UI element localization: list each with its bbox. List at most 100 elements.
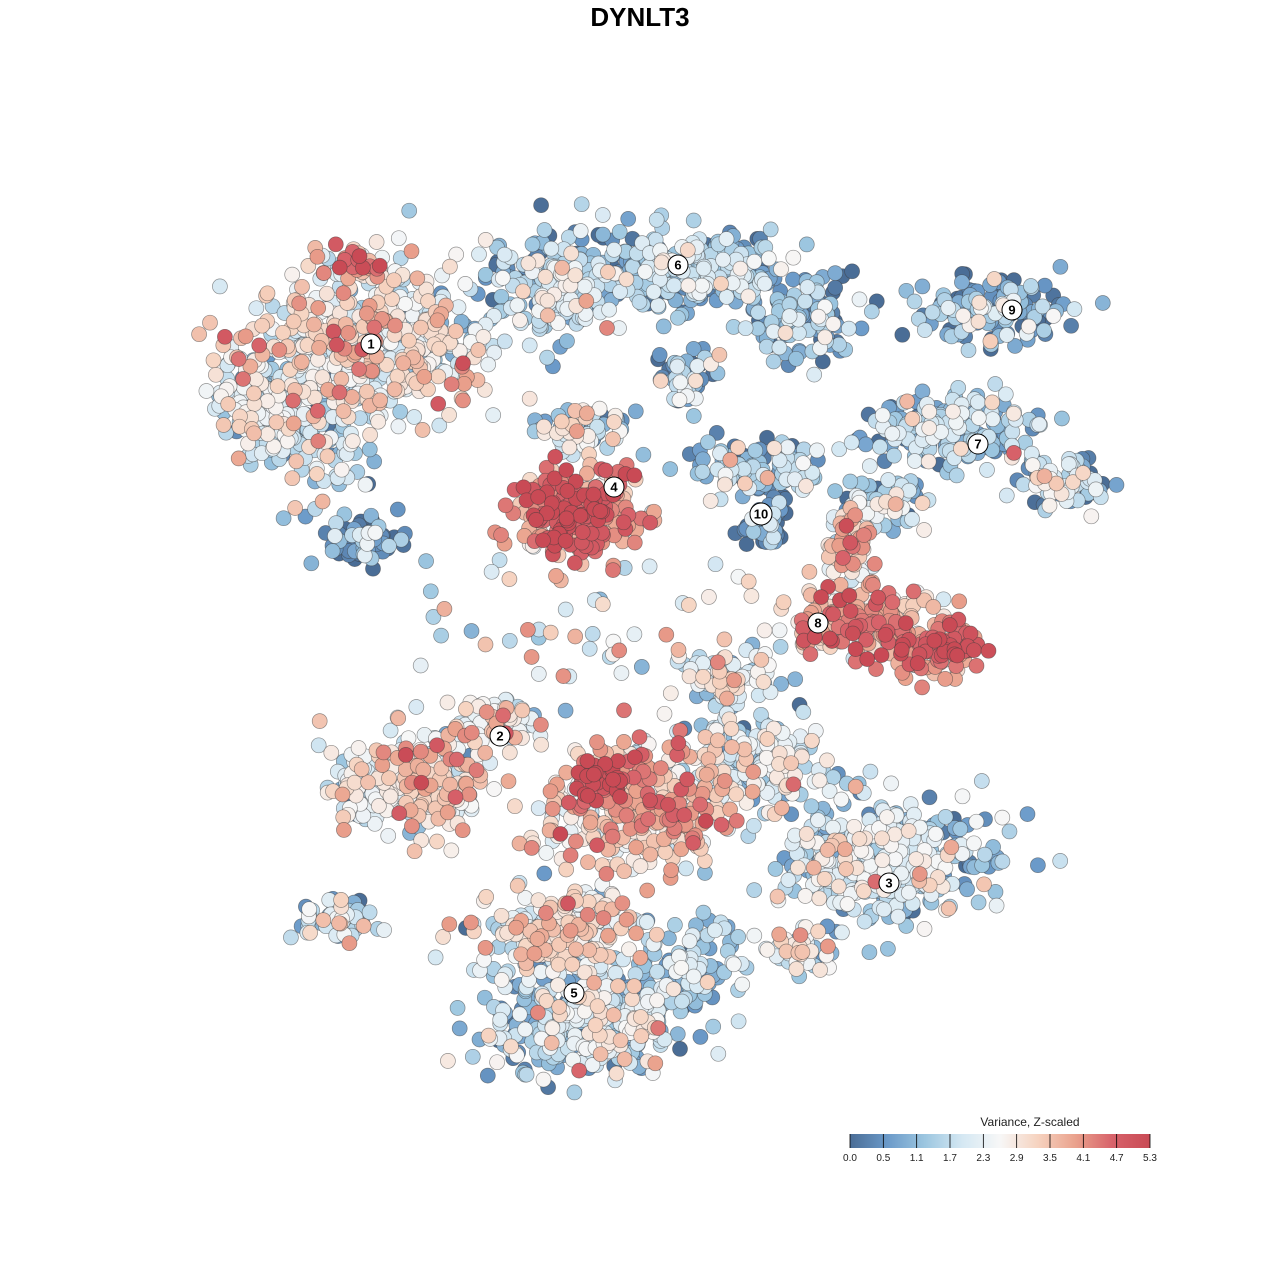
data-point — [788, 961, 805, 977]
data-point — [1036, 322, 1052, 339]
data-point — [820, 938, 836, 955]
data-point — [551, 999, 568, 1015]
data-point — [557, 702, 574, 719]
data-point — [759, 731, 776, 747]
data-point — [294, 278, 310, 295]
data-point — [970, 394, 986, 411]
data-point — [769, 888, 786, 905]
data-point — [632, 1009, 649, 1025]
data-point — [844, 263, 860, 280]
data-point — [827, 265, 844, 281]
data-point — [970, 410, 987, 426]
data-point — [960, 342, 977, 359]
data-point — [254, 317, 270, 334]
data-point — [805, 859, 822, 876]
data-point — [364, 363, 380, 379]
data-point — [310, 737, 327, 754]
data-point — [700, 434, 716, 451]
data-point — [606, 241, 622, 258]
data-point — [572, 223, 589, 239]
data-point — [662, 685, 679, 702]
data-point — [573, 196, 590, 213]
data-point — [601, 301, 617, 318]
data-point — [311, 339, 327, 356]
data-point — [1001, 823, 1018, 840]
data-point — [353, 761, 370, 778]
data-point — [803, 732, 820, 749]
data-point — [406, 843, 423, 860]
data-point — [790, 859, 806, 876]
data-point — [672, 374, 689, 391]
data-point — [716, 773, 733, 789]
data-point — [940, 300, 957, 316]
data-point — [921, 420, 938, 436]
data-point — [726, 672, 742, 689]
data-point — [458, 701, 474, 717]
data-point — [681, 668, 698, 685]
data-point — [743, 588, 760, 604]
data-point — [719, 690, 735, 707]
data-point — [856, 913, 873, 930]
data-point — [586, 974, 602, 991]
data-point — [1108, 477, 1125, 493]
data-point — [777, 325, 794, 341]
data-point — [418, 553, 434, 569]
data-point — [1075, 465, 1091, 481]
data-point — [916, 921, 933, 937]
data-point — [966, 835, 982, 852]
data-point — [954, 274, 970, 291]
data-point — [890, 908, 907, 925]
data-point — [594, 207, 611, 223]
data-point — [652, 372, 669, 389]
data-point — [563, 245, 580, 262]
data-point — [798, 478, 814, 494]
data-point — [804, 464, 821, 481]
data-point — [600, 264, 616, 280]
data-point — [671, 392, 688, 408]
data-point — [773, 676, 789, 692]
data-point — [521, 337, 538, 354]
data-point — [358, 305, 375, 322]
data-point — [701, 589, 717, 605]
data-point — [986, 271, 1003, 287]
data-point — [621, 941, 637, 958]
data-point — [327, 528, 343, 544]
data-point — [363, 507, 379, 524]
data-point — [680, 277, 697, 294]
data-point — [613, 665, 630, 681]
data-point — [580, 854, 596, 871]
data-point — [1031, 416, 1048, 433]
data-point — [973, 773, 990, 789]
data-point — [722, 452, 739, 468]
data-point — [589, 734, 605, 750]
data-point — [1007, 338, 1023, 354]
data-point — [843, 434, 860, 451]
data-point — [287, 500, 303, 516]
data-point — [745, 523, 762, 540]
data-point — [717, 476, 733, 493]
data-point — [536, 222, 553, 238]
data-point — [616, 1051, 633, 1068]
data-point — [331, 915, 347, 932]
data-point — [638, 914, 655, 930]
data-point — [616, 734, 632, 750]
data-point — [663, 862, 679, 878]
data-point — [611, 223, 628, 240]
data-point — [632, 858, 649, 874]
data-point — [559, 333, 575, 349]
data-point — [566, 1084, 583, 1101]
data-point — [840, 320, 857, 337]
data-point — [558, 861, 575, 878]
data-point — [212, 278, 228, 295]
data-point — [705, 1018, 722, 1035]
data-point — [475, 329, 492, 345]
data-point — [968, 813, 985, 830]
data-point — [198, 383, 215, 399]
data-point — [775, 594, 792, 611]
data-point — [318, 285, 335, 302]
data-point — [268, 414, 285, 431]
data-point — [887, 496, 904, 512]
data-point — [765, 353, 782, 370]
data-point — [618, 911, 635, 928]
data-point — [810, 923, 827, 940]
